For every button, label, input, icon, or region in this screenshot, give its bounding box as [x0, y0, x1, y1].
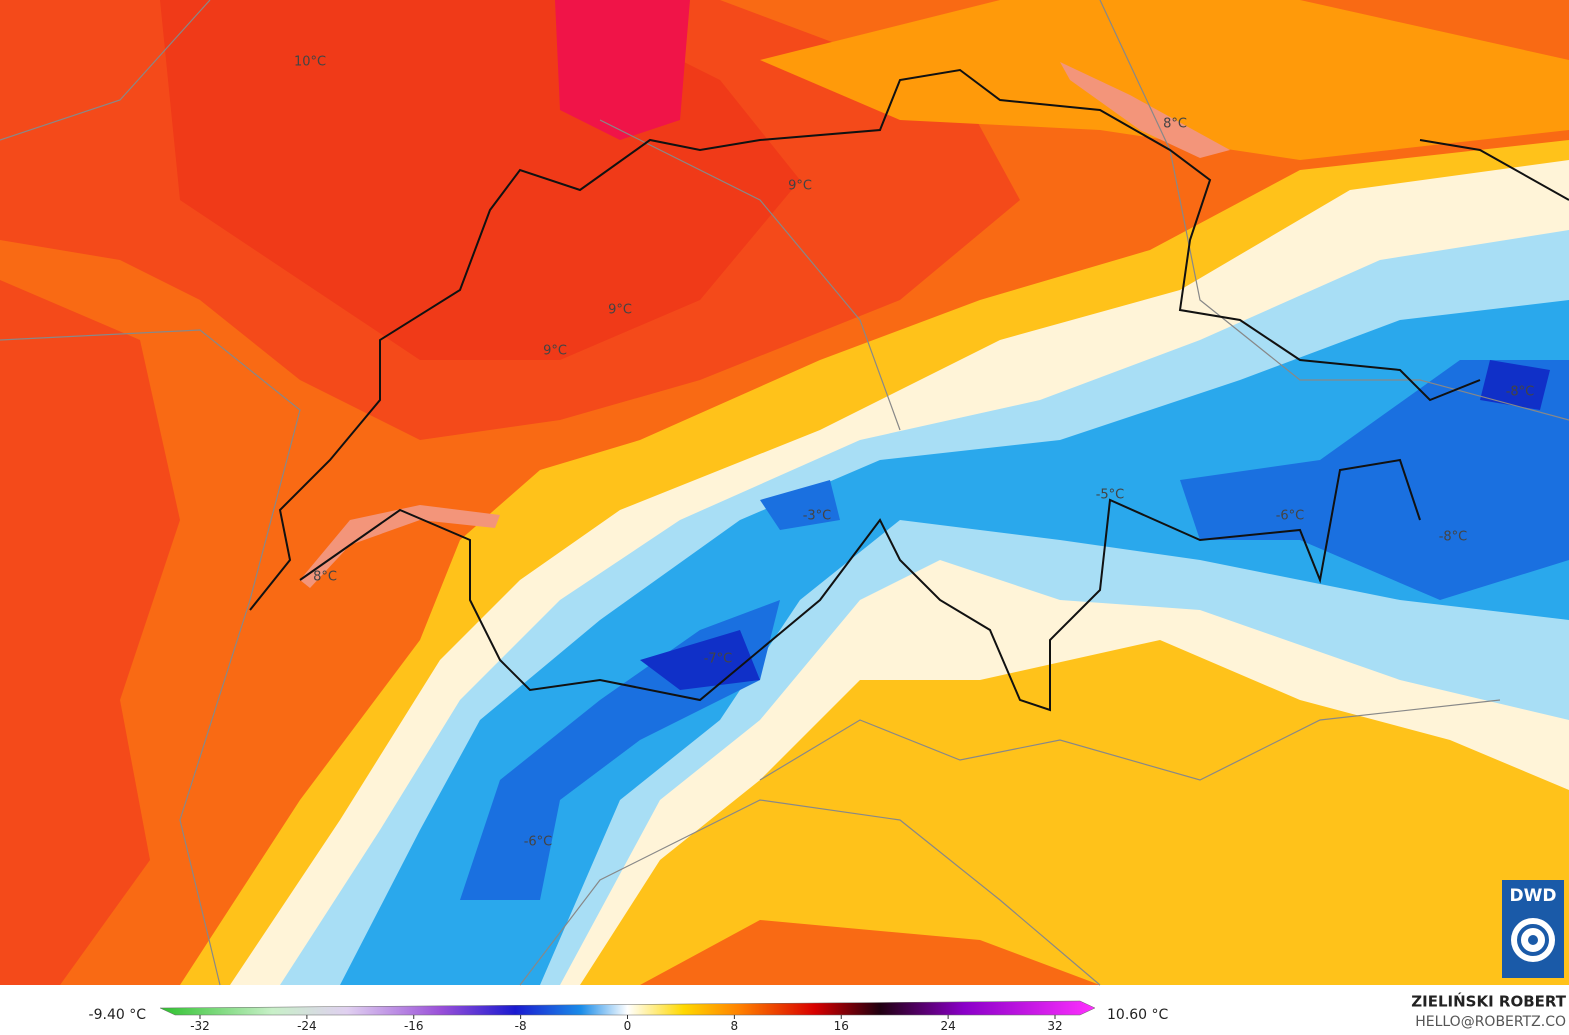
credit-name: ZIELIŃSKI ROBERT	[1411, 992, 1566, 1011]
map-label: 8°C	[1163, 117, 1187, 132]
lake	[1060, 62, 1230, 158]
colorbar-tick-label: 8	[731, 1019, 739, 1033]
cold-zone	[1180, 360, 1569, 600]
map-label: -6°C	[1276, 509, 1305, 524]
map-label: -7°C	[704, 652, 733, 667]
cold-zone	[760, 480, 840, 530]
colorbar-tick-label: -16	[404, 1019, 424, 1033]
colorbar	[159, 1000, 1096, 1016]
country-border	[299, 458, 1421, 712]
map-label: 8°C	[313, 570, 337, 585]
border	[1099, 0, 1569, 421]
border	[0, 329, 301, 986]
map-label: 9°C	[543, 344, 567, 359]
border	[519, 799, 1101, 986]
map-label: -8°C	[1506, 385, 1535, 400]
mild-zone	[760, 0, 1569, 160]
colorbar-tick-label: 24	[940, 1019, 955, 1033]
cold-zone	[1480, 360, 1550, 410]
map-label: -5°C	[1096, 488, 1125, 503]
logo: DWD	[1502, 880, 1564, 978]
country-border	[249, 68, 1481, 611]
colorbar-tick-label: -24	[297, 1019, 317, 1033]
map-label: -3°C	[803, 509, 832, 524]
legend-max: 10.60 °C	[1107, 1007, 1169, 1023]
colorbar-tick-label: -8	[515, 1019, 527, 1033]
colorbar-tick-label: -32	[190, 1019, 210, 1033]
map-label: 10°C	[294, 55, 326, 70]
warm-zone	[555, 0, 690, 140]
map-label: -8°C	[1439, 530, 1468, 545]
map-label: 9°C	[608, 303, 632, 318]
border	[0, 0, 211, 141]
logo-text: DWD	[1510, 886, 1557, 906]
colorbar-tick-label: 32	[1047, 1019, 1062, 1033]
map-label: 9°C	[788, 179, 812, 194]
logo-swirl	[1517, 924, 1549, 956]
border	[759, 699, 1501, 781]
colorbar-tick-label: 0	[624, 1019, 632, 1033]
legend-min: -9.40 °C	[89, 1007, 147, 1023]
legend: -9.40 °C 10.60 °C -32 -24 -16 -8 0 8 16 24 32	[89, 1000, 1169, 1033]
warm-zone	[0, 280, 180, 985]
logo-swirl	[1528, 935, 1538, 945]
lake	[300, 505, 500, 588]
map: 10°C 9°C 9°C 9°C 8°C 8°C -8°C -3°C -5°C …	[0, 0, 1569, 986]
map-label: -6°C	[524, 835, 553, 850]
credit-email: HELLO@ROBERTZ.CO	[1415, 1014, 1566, 1030]
border	[599, 119, 901, 431]
colorbar-tick-label: 16	[834, 1019, 849, 1033]
country-border	[1419, 139, 1569, 201]
